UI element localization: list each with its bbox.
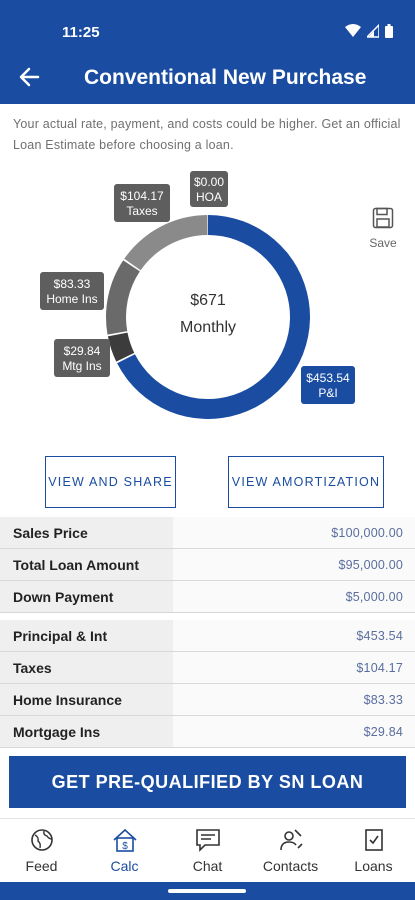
save-button[interactable]: Save <box>364 207 402 250</box>
svg-text:$: $ <box>122 841 128 852</box>
slice-label-p-i: $453.54P&I <box>301 366 355 404</box>
row-value: $29.84 <box>173 716 415 747</box>
get-pre-qualified-button[interactable]: GET PRE-QUALIFIED BY SN LOAN <box>9 756 406 808</box>
row-value: $104.17 <box>173 652 415 683</box>
save-label: Save <box>369 236 397 250</box>
row-value: $100,000.00 <box>173 517 415 548</box>
table-row: Principal & Int $453.54 <box>0 620 415 652</box>
slice-amount: $29.84 <box>64 344 101 358</box>
home-indicator <box>168 889 246 893</box>
slice-label-box <box>54 339 110 377</box>
nav-item-calc[interactable]: $ Calc <box>83 819 166 882</box>
bottom-nav: Feed $ Calc Chat Contacts Loans <box>0 818 415 882</box>
chart-center-label: Monthly <box>180 319 236 336</box>
slice-name: Mtg Ins <box>62 359 101 373</box>
nav-label: Feed <box>25 858 58 874</box>
payment-breakdown-table: Principal & Int $453.54 Taxes $104.17 Ho… <box>0 620 415 748</box>
row-label: Taxes <box>0 652 173 683</box>
calc-home-icon: $ <box>112 828 137 852</box>
nav-item-loans[interactable]: Loans <box>332 819 415 882</box>
table-row: Taxes $104.17 <box>0 652 415 684</box>
page-title: Conventional New Purchase <box>84 66 367 89</box>
table-row: Total Loan Amount $95,000.00 <box>0 549 415 581</box>
row-label: Mortgage Ins <box>0 716 173 747</box>
slice-amount: $104.17 <box>120 189 164 203</box>
slice-name: Home Ins <box>46 292 97 306</box>
back-arrow-icon[interactable] <box>18 66 40 92</box>
nav-item-contacts[interactable]: Contacts <box>249 819 332 882</box>
table-row: Down Payment $5,000.00 <box>0 581 415 613</box>
row-value: $453.54 <box>173 620 415 651</box>
contacts-icon <box>279 829 303 851</box>
loans-icon <box>364 829 383 851</box>
loan-summary-table: Sales Price $100,000.00 Total Loan Amoun… <box>0 517 415 613</box>
donut-slice-taxes[interactable] <box>124 215 208 271</box>
slice-name: HOA <box>196 190 222 204</box>
row-label: Home Insurance <box>0 684 173 715</box>
slice-amount: $83.33 <box>54 277 91 291</box>
chat-icon <box>195 829 220 852</box>
row-label: Total Loan Amount <box>0 549 173 580</box>
row-label: Principal & Int <box>0 620 173 651</box>
nav-label: Contacts <box>262 858 319 874</box>
nav-label: Chat <box>192 858 223 874</box>
row-label: Sales Price <box>0 517 173 548</box>
nav-label: Calc <box>110 858 139 874</box>
view-amortization-button[interactable]: VIEW AMORTIZATION <box>228 456 384 508</box>
slice-amount: $453.54 <box>306 371 350 385</box>
slice-name: Taxes <box>126 204 157 218</box>
slice-label-box <box>114 184 170 222</box>
row-value: $95,000.00 <box>173 549 415 580</box>
slice-label-box <box>190 171 228 207</box>
donut-slice-mtg-ins[interactable] <box>107 332 135 362</box>
nav-item-feed[interactable]: Feed <box>0 819 83 882</box>
battery-icon <box>385 24 393 38</box>
row-value: $5,000.00 <box>173 581 415 612</box>
table-row: Mortgage Ins $29.84 <box>0 716 415 748</box>
nav-item-chat[interactable]: Chat <box>166 819 249 882</box>
wifi-icon <box>345 24 361 37</box>
status-bar: 11:25 <box>0 0 415 58</box>
slice-amount: $0.00 <box>194 175 224 189</box>
chart-center-value: $671 <box>190 292 226 309</box>
slice-label-box <box>301 366 355 404</box>
signal-icon <box>367 24 379 38</box>
app-bar: Conventional New Purchase <box>0 58 415 104</box>
donut-slice-home-ins[interactable] <box>106 260 140 335</box>
table-row: Sales Price $100,000.00 <box>0 517 415 549</box>
status-icons <box>345 24 393 38</box>
globe-icon <box>30 829 53 851</box>
save-icon <box>372 207 394 229</box>
row-value: $83.33 <box>173 684 415 715</box>
table-row: Home Insurance $83.33 <box>0 684 415 716</box>
slice-label-box <box>40 272 104 310</box>
disclaimer-text: Your actual rate, payment, and costs cou… <box>13 117 401 152</box>
row-label: Down Payment <box>0 581 173 612</box>
nav-label: Loans <box>354 858 393 874</box>
system-home-bar <box>0 882 415 900</box>
status-time: 11:25 <box>62 24 100 41</box>
slice-name: P&I <box>318 386 337 400</box>
view-and-share-button[interactable]: VIEW AND SHARE <box>45 456 176 508</box>
